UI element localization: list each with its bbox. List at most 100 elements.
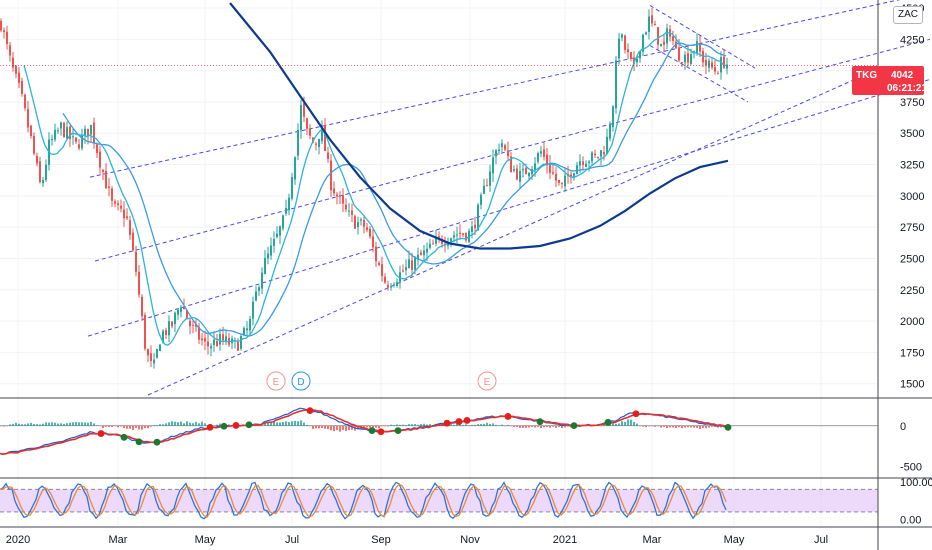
candle-body[interactable] xyxy=(108,186,110,189)
candle-body[interactable] xyxy=(516,168,518,180)
candle-body[interactable] xyxy=(300,105,302,131)
candle-body[interactable] xyxy=(261,272,263,289)
candle-body[interactable] xyxy=(327,152,329,160)
candle-body[interactable] xyxy=(594,153,596,156)
macd-crossover-dot[interactable] xyxy=(206,423,214,431)
candle-body[interactable] xyxy=(702,50,704,63)
candle-body[interactable] xyxy=(27,109,29,128)
candle-body[interactable] xyxy=(348,210,350,212)
candle-body[interactable] xyxy=(708,60,710,68)
candle-body[interactable] xyxy=(531,169,533,175)
candle-body[interactable] xyxy=(33,136,35,154)
candle-body[interactable] xyxy=(570,174,572,178)
candle-body[interactable] xyxy=(282,215,284,229)
bottom-channel[interactable] xyxy=(147,67,881,396)
candle-body[interactable] xyxy=(318,138,320,148)
candle-body[interactable] xyxy=(480,194,482,205)
macd-crossover-dot[interactable] xyxy=(97,430,105,437)
macd-crossover-dot[interactable] xyxy=(536,418,544,426)
candle-body[interactable] xyxy=(219,334,221,345)
candle-body[interactable] xyxy=(498,149,500,152)
candle-body[interactable] xyxy=(489,171,491,186)
candle-body[interactable] xyxy=(513,169,515,171)
candle-body[interactable] xyxy=(546,154,548,166)
candle-body[interactable] xyxy=(393,284,395,286)
candle-body[interactable] xyxy=(306,118,308,129)
candle-body[interactable] xyxy=(237,341,239,351)
candle-body[interactable] xyxy=(633,57,635,64)
candle-body[interactable] xyxy=(96,144,98,154)
candle-body[interactable] xyxy=(420,252,422,256)
candle-body[interactable] xyxy=(426,248,428,253)
candle-body[interactable] xyxy=(114,201,116,204)
candle-body[interactable] xyxy=(714,66,716,72)
candle-body[interactable] xyxy=(687,53,689,63)
candle-body[interactable] xyxy=(366,227,368,231)
candle-body[interactable] xyxy=(720,57,722,73)
candle-body[interactable] xyxy=(81,134,83,149)
candle-body[interactable] xyxy=(168,321,170,336)
candle-body[interactable] xyxy=(579,161,581,166)
candle-body[interactable] xyxy=(174,312,176,325)
candle-body[interactable] xyxy=(240,336,242,349)
candle-body[interactable] xyxy=(363,219,365,227)
candle-body[interactable] xyxy=(429,243,431,248)
candle-body[interactable] xyxy=(15,66,17,74)
candle-body[interactable] xyxy=(615,60,617,109)
candle-body[interactable] xyxy=(618,38,620,59)
candle-body[interactable] xyxy=(696,41,698,54)
candle-body[interactable] xyxy=(330,160,332,191)
stochastic-pane[interactable] xyxy=(0,481,878,520)
candle-body[interactable] xyxy=(612,106,614,127)
candle-body[interactable] xyxy=(54,129,56,140)
candle-body[interactable] xyxy=(483,185,485,194)
candle-body[interactable] xyxy=(30,125,32,137)
candle-body[interactable] xyxy=(597,156,599,158)
candle-body[interactable] xyxy=(75,137,77,142)
candle-body[interactable] xyxy=(183,307,185,309)
candle-body[interactable] xyxy=(3,30,5,32)
candle-body[interactable] xyxy=(501,143,503,148)
candle-body[interactable] xyxy=(51,139,53,141)
candle-body[interactable] xyxy=(663,41,665,45)
candle-body[interactable] xyxy=(354,216,356,229)
candle-body[interactable] xyxy=(84,128,86,136)
candle-body[interactable] xyxy=(6,31,8,45)
macd-crossover-dot[interactable] xyxy=(394,427,402,434)
candle-body[interactable] xyxy=(411,260,413,270)
candle-body[interactable] xyxy=(630,51,632,59)
candle-body[interactable] xyxy=(495,150,497,157)
candle-body[interactable] xyxy=(582,161,584,166)
candle-body[interactable] xyxy=(405,267,407,271)
candle-body[interactable] xyxy=(117,203,119,205)
candle-body[interactable] xyxy=(243,327,245,336)
candle-body[interactable] xyxy=(192,324,194,326)
candle-body[interactable] xyxy=(519,171,521,182)
candle-body[interactable] xyxy=(9,45,11,56)
candle-body[interactable] xyxy=(258,287,260,291)
candle-body[interactable] xyxy=(474,224,476,229)
macd-crossover-dot[interactable] xyxy=(245,421,253,429)
candle-body[interactable] xyxy=(465,233,467,241)
candle-body[interactable] xyxy=(456,234,458,236)
candle-body[interactable] xyxy=(345,204,347,210)
candle-body[interactable] xyxy=(561,182,563,184)
candle-body[interactable] xyxy=(390,286,392,288)
candle-body[interactable] xyxy=(522,168,524,171)
candle-body[interactable] xyxy=(609,124,611,139)
candle-body[interactable] xyxy=(141,296,143,317)
candle-body[interactable] xyxy=(135,251,137,272)
candle-body[interactable] xyxy=(276,233,278,237)
candle-body[interactable] xyxy=(336,194,338,197)
candle-body[interactable] xyxy=(36,155,38,164)
macd-crossover-dot[interactable] xyxy=(724,423,732,431)
candle-body[interactable] xyxy=(564,175,566,187)
candle-body[interactable] xyxy=(624,35,626,50)
macd-crossover-dot[interactable] xyxy=(153,438,161,446)
candle-body[interactable] xyxy=(606,136,608,155)
candle-body[interactable] xyxy=(294,157,296,180)
macd-crossover-dot[interactable] xyxy=(463,417,471,424)
candle-body[interactable] xyxy=(621,34,623,38)
candle-body[interactable] xyxy=(462,233,464,235)
